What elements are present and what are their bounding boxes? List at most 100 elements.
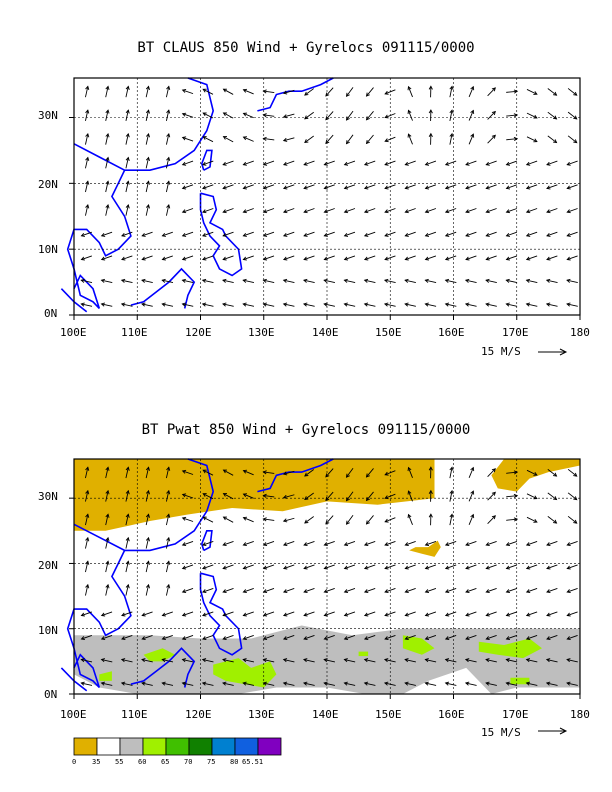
xtick: 150E [375, 326, 402, 339]
wind-arrow [487, 468, 496, 477]
wind-arrow [101, 231, 113, 237]
wind-arrow-head [566, 681, 571, 686]
wind-arrow-head [505, 542, 511, 547]
wind-arrow-head [323, 589, 328, 594]
wind-arrow-head [282, 612, 288, 617]
wind-arrow-head [85, 466, 90, 471]
wind-arrow-head [404, 612, 409, 617]
wind-arrow-head [566, 185, 571, 190]
coastline [130, 267, 196, 309]
wind-arrow [142, 255, 153, 260]
wind-arrow-head [491, 468, 496, 473]
legend-label: 80 [230, 758, 239, 766]
wind-arrow-head [201, 302, 207, 307]
wind-arrow [408, 490, 413, 502]
wind-arrow [405, 659, 416, 663]
wind-arrow-head [384, 471, 389, 476]
wind-arrow-head [566, 658, 571, 663]
wind-arrow-head [166, 109, 171, 114]
wind-arrow [366, 515, 374, 525]
wind-arrow-head [384, 114, 389, 119]
wind-arrow-head [444, 256, 450, 261]
wind-arrow [85, 204, 89, 216]
wind-arrow [165, 537, 170, 549]
wind-arrow-head [100, 636, 106, 641]
wind-arrow-head [100, 278, 106, 283]
wind-arrow [263, 208, 275, 213]
wind-arrow-head [282, 161, 288, 166]
wind-arrow [468, 514, 474, 525]
wind-arrow-head [323, 278, 328, 283]
wind-arrow-head [304, 139, 309, 144]
wind-arrow-head [485, 302, 490, 307]
wind-arrow-head [262, 113, 267, 118]
wind-arrow [162, 303, 174, 307]
wind-arrow-head [424, 612, 430, 617]
wind-arrow [405, 564, 416, 569]
wind-arrow-head [282, 209, 288, 214]
wind-arrow-head [505, 589, 511, 594]
wind-arrow-head [202, 256, 207, 261]
wind-arrow [425, 279, 437, 284]
wind-arrow [141, 659, 153, 663]
wind-arrow [486, 540, 497, 546]
wind-arrow [145, 514, 150, 526]
wind-arrow [283, 231, 295, 237]
wind-arrow-head [323, 256, 328, 261]
wind-arrow-head [145, 513, 150, 518]
wind-arrow-head [566, 589, 571, 594]
wind-arrow [141, 303, 153, 307]
wind-arrow-head [141, 636, 146, 641]
wind-arrow-head [303, 185, 308, 190]
wind-arrow [506, 471, 518, 474]
wind-arrow [405, 540, 416, 546]
wind-arrow [304, 135, 314, 143]
wind-arrow-head [303, 565, 308, 570]
wind-arrow-head [573, 472, 578, 477]
wind-arrow [486, 208, 497, 213]
wind-arrow-head [465, 565, 470, 570]
wind-arrow-head [121, 232, 126, 237]
wind-arrow [364, 634, 376, 640]
wind-arrow-head [145, 109, 150, 114]
wind-arrow-head [365, 92, 370, 97]
wind-arrow-head [166, 156, 171, 162]
pwat-fill-region [74, 459, 435, 531]
wind-arrow [405, 279, 416, 284]
wind-arrow-head [424, 681, 429, 686]
coastline [257, 77, 334, 112]
wind-arrow-head [145, 85, 150, 90]
wind-arrow-head [303, 278, 308, 283]
wind-arrow-head [161, 658, 166, 663]
wind-arrow-head [166, 466, 171, 471]
wind-arrow-head [161, 612, 166, 617]
wind-arrow [405, 255, 416, 260]
wind-arrow-head [242, 209, 247, 214]
wind-arrow [526, 160, 538, 166]
wind-arrow [182, 184, 194, 189]
wind-arrow-head [363, 636, 369, 641]
wind-arrow-head [161, 302, 166, 307]
wind-arrow [465, 611, 477, 616]
wind-arrow [408, 133, 413, 145]
wind-arrow [567, 564, 578, 569]
wind-arrow [243, 493, 254, 499]
wind-arrow-head [303, 589, 308, 594]
wind-arrow-head [424, 302, 429, 307]
reference-vector-arrow-head [559, 727, 568, 735]
wind-arrow-head [533, 495, 538, 500]
wind-arrow-head [100, 232, 106, 237]
wind-arrow [202, 231, 214, 237]
wind-arrow-head [161, 232, 166, 237]
wind-arrow-head [323, 565, 328, 570]
wind-arrow [125, 133, 129, 145]
wind-arrow [243, 112, 254, 119]
wind-arrow-head [464, 658, 470, 663]
wind-arrow-head [202, 88, 207, 93]
wind-arrow [202, 279, 214, 284]
wind-arrow [487, 491, 496, 501]
wind-arrow [283, 255, 295, 260]
wind-arrow-head [202, 589, 207, 594]
wind-arrow [526, 231, 538, 237]
